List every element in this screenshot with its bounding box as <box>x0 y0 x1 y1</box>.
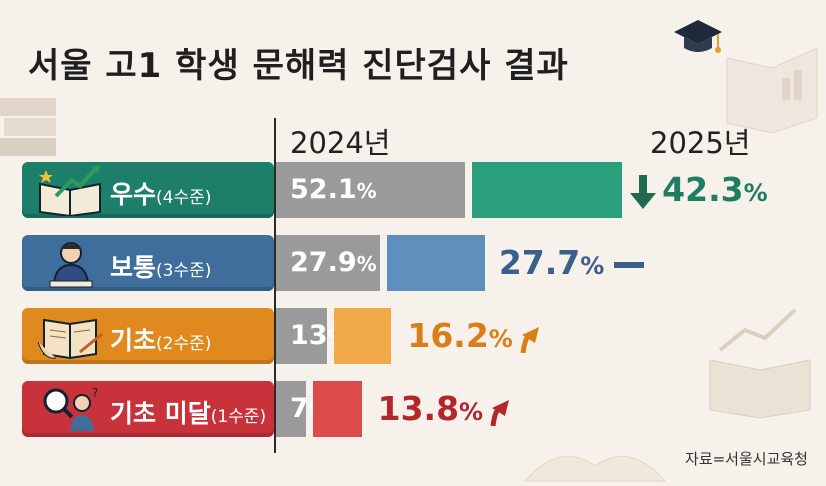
category-name: 기초 미달 <box>110 399 211 428</box>
category-name: 우수 <box>110 180 157 209</box>
book-stack-decoration <box>0 98 56 156</box>
axis-divider <box>274 118 276 453</box>
down-arrow-icon <box>630 174 657 209</box>
year-header-2025: 2025년 <box>650 126 751 160</box>
value-label-2025: 13.8% <box>378 389 511 428</box>
category-label: 보통(3수준) <box>22 235 274 291</box>
bottom-book-decoration <box>523 455 667 482</box>
bar-2024: 7% <box>276 381 329 437</box>
growth-book-decoration <box>709 308 811 419</box>
confused-student-icon: ? <box>43 386 98 431</box>
graduation-cap-icon <box>674 20 722 53</box>
category-level: (1수준) <box>210 407 267 427</box>
bar-2025 <box>334 308 392 364</box>
category-label: ? 기초 미달(1수준) <box>22 381 274 437</box>
value-label-2025: 16.2% <box>407 316 540 355</box>
up-arrow-icon <box>520 326 539 353</box>
bar-2025 <box>472 162 623 218</box>
value-label-2025: 27.7% <box>499 243 646 282</box>
source-note: 자료=서울시교육청 <box>685 450 808 468</box>
no-change-dash-icon <box>614 261 645 268</box>
year-header-2024: 2024년 <box>290 126 391 160</box>
category-label: 기초(2수준) <box>22 308 274 364</box>
value-label-2024: 52.1% <box>290 174 377 205</box>
up-arrow-icon <box>490 399 510 426</box>
value-label-2025: 42.3% <box>630 170 768 209</box>
category-label: 우수(4수준) <box>22 162 274 218</box>
bar-2024: 27.9% <box>276 235 380 291</box>
reading-book-icon <box>37 318 103 360</box>
bar-2024: 13% <box>276 308 348 364</box>
category-name: 보통 <box>110 253 157 282</box>
open-book-decoration <box>726 47 818 134</box>
chart-title: 서울 고1 학생 문해력 진단검사 결과 <box>28 46 569 86</box>
category-level: (4수준) <box>156 188 212 208</box>
open-book-arrow-icon <box>39 166 101 218</box>
bar-2025 <box>312 381 362 437</box>
svg-text:?: ? <box>92 386 98 400</box>
student-writing-icon <box>49 242 93 288</box>
category-name: 기초 <box>110 326 157 355</box>
bar-2024: 52.1% <box>276 162 466 218</box>
category-level: (3수준) <box>156 261 212 281</box>
bar-2025 <box>386 235 485 291</box>
category-level: (2수준) <box>156 334 212 354</box>
value-label-2024: 27.9% <box>290 247 377 278</box>
